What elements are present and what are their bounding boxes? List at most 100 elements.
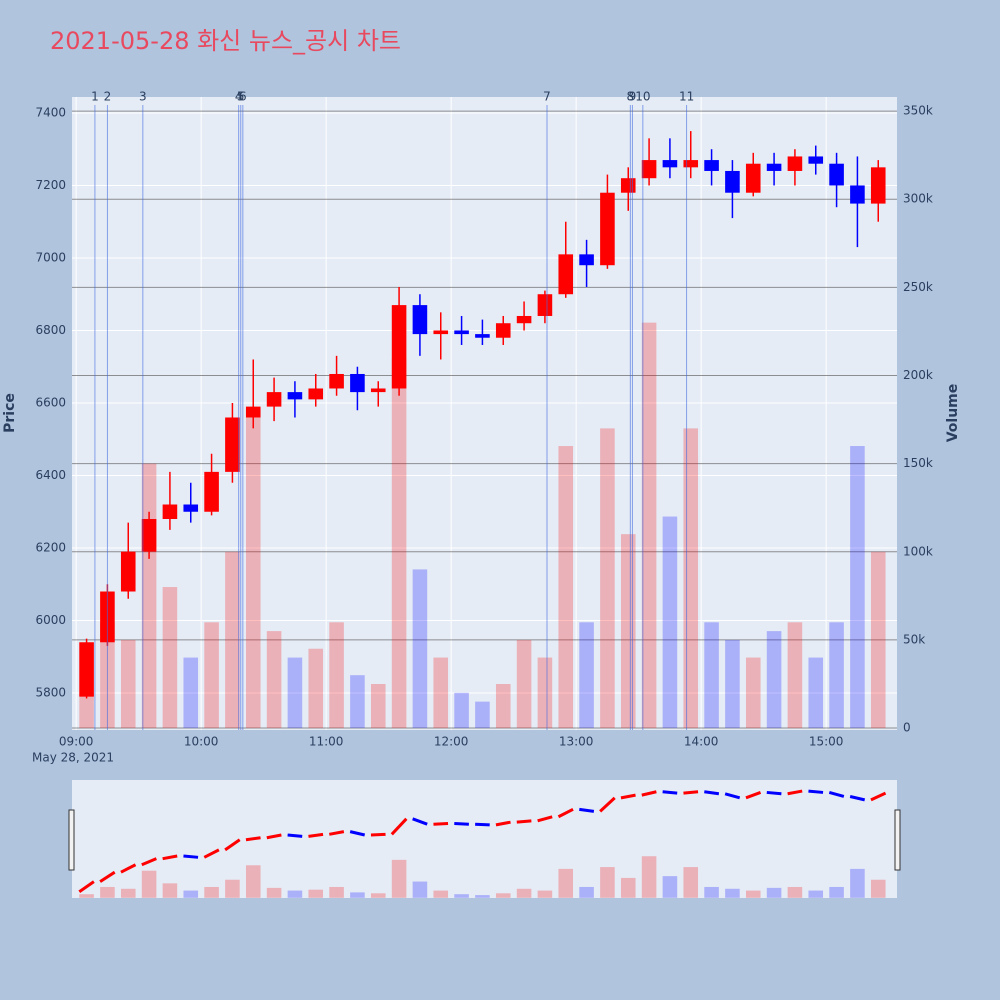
chart-title: 2021-05-28 화신 뉴스_공시 차트 bbox=[50, 27, 401, 55]
y-axis-title: Price bbox=[2, 393, 18, 433]
volume-bar bbox=[204, 622, 219, 729]
candle-mini bbox=[99, 870, 116, 883]
candle-mini bbox=[724, 792, 741, 800]
candle-mini bbox=[745, 791, 762, 800]
candle-body bbox=[516, 315, 532, 324]
volume-bar-mini bbox=[391, 859, 407, 898]
volume-bar bbox=[850, 446, 865, 729]
y2-tick-label: 100k bbox=[903, 544, 933, 558]
volume-bar-mini bbox=[808, 890, 824, 898]
candle-body bbox=[725, 170, 740, 193]
candle-body bbox=[350, 373, 365, 393]
y2-tick-label: 50k bbox=[903, 632, 925, 646]
volume-bar bbox=[495, 683, 511, 729]
y-tick-label: 5800 bbox=[35, 686, 66, 700]
range-handle[interactable] bbox=[68, 809, 75, 871]
candle-body bbox=[766, 163, 782, 171]
candle-body bbox=[225, 417, 240, 472]
candle-mini bbox=[828, 790, 845, 798]
candle-body bbox=[141, 519, 157, 552]
y2-axis-title: Volume bbox=[945, 384, 961, 443]
volume-bar-mini bbox=[183, 890, 199, 898]
candle-mini bbox=[329, 830, 345, 836]
candle-mini bbox=[370, 832, 386, 837]
candle-mini bbox=[579, 807, 595, 813]
candle-body bbox=[329, 373, 344, 389]
volume-bar-mini bbox=[162, 883, 178, 898]
volume-bar-mini bbox=[475, 895, 490, 898]
volume-bar bbox=[641, 322, 657, 729]
y2-tick-label: 0 bbox=[903, 721, 911, 735]
candle-mini bbox=[662, 790, 678, 795]
candle-mini bbox=[287, 833, 303, 838]
volume-bar bbox=[454, 692, 469, 729]
candle-mini bbox=[516, 819, 532, 824]
range-handle[interactable] bbox=[894, 809, 901, 871]
news-label: 1 bbox=[91, 90, 99, 104]
candle-body bbox=[433, 330, 449, 335]
candle-body bbox=[704, 160, 719, 171]
news-label: 6 bbox=[239, 90, 247, 104]
volume-bar bbox=[620, 534, 636, 729]
volume-bar bbox=[266, 631, 282, 729]
volume-bar-mini bbox=[579, 886, 594, 898]
volume-bar-mini bbox=[766, 887, 782, 898]
candle-body bbox=[79, 642, 94, 697]
volume-bar-mini bbox=[620, 877, 636, 898]
volume-bar-mini bbox=[350, 892, 365, 898]
candle-body bbox=[579, 254, 594, 266]
y-tick-label: 6400 bbox=[35, 468, 66, 482]
volume-bar-mini bbox=[225, 879, 240, 898]
volume-bar-mini bbox=[433, 890, 449, 898]
candle-body bbox=[620, 178, 636, 193]
volume-bar bbox=[225, 551, 240, 729]
y-tick-label: 7200 bbox=[35, 178, 66, 192]
volume-bar bbox=[79, 692, 94, 729]
y2-tick-label: 250k bbox=[903, 280, 933, 294]
candle-mini bbox=[308, 832, 324, 838]
x-tick-label: 15:00 bbox=[809, 735, 844, 749]
news-label: 5 bbox=[237, 90, 245, 104]
volume-bar-mini bbox=[245, 865, 261, 898]
news-label: 4 bbox=[235, 90, 243, 104]
volume-bar-mini bbox=[204, 886, 219, 898]
volume-bar bbox=[683, 428, 699, 729]
volume-bar-mini bbox=[558, 868, 574, 898]
candle-body bbox=[850, 185, 865, 204]
candle-mini bbox=[433, 822, 449, 826]
candle-mini bbox=[78, 880, 95, 894]
candle-mini bbox=[495, 820, 511, 827]
volume-bar bbox=[162, 587, 178, 729]
volume-bar-mini bbox=[370, 893, 386, 898]
range-slider[interactable] bbox=[72, 780, 897, 898]
volume-bar bbox=[600, 428, 615, 729]
volume-bar bbox=[475, 701, 490, 729]
volume-bar bbox=[704, 622, 719, 729]
volume-bar-mini bbox=[329, 886, 344, 898]
candle-body bbox=[870, 167, 886, 204]
candle-body bbox=[600, 192, 615, 266]
volume-bar-mini bbox=[829, 886, 844, 898]
news-label: 7 bbox=[543, 90, 551, 104]
candle-mini bbox=[245, 836, 261, 842]
x-tick-label: 10:00 bbox=[184, 735, 219, 749]
volume-bar-mini bbox=[120, 888, 136, 898]
volume-bar-mini bbox=[745, 890, 761, 898]
candle-mini bbox=[599, 796, 616, 813]
candle-mini bbox=[683, 790, 699, 795]
volume-bar bbox=[579, 622, 594, 729]
volume-bar bbox=[808, 657, 824, 729]
news-label: 10 bbox=[635, 90, 650, 104]
x-tick-label: 09:00 bbox=[59, 735, 94, 749]
volume-bar bbox=[433, 657, 449, 729]
candle-body bbox=[308, 388, 324, 400]
candle-mini bbox=[787, 789, 803, 796]
volume-bar bbox=[391, 357, 407, 729]
candle-body bbox=[662, 160, 678, 168]
candle-mini bbox=[475, 822, 490, 827]
candle-mini bbox=[203, 848, 220, 859]
volume-bar-mini bbox=[704, 886, 719, 898]
x-tick-label: 11:00 bbox=[309, 735, 344, 749]
candle-body bbox=[162, 504, 178, 519]
